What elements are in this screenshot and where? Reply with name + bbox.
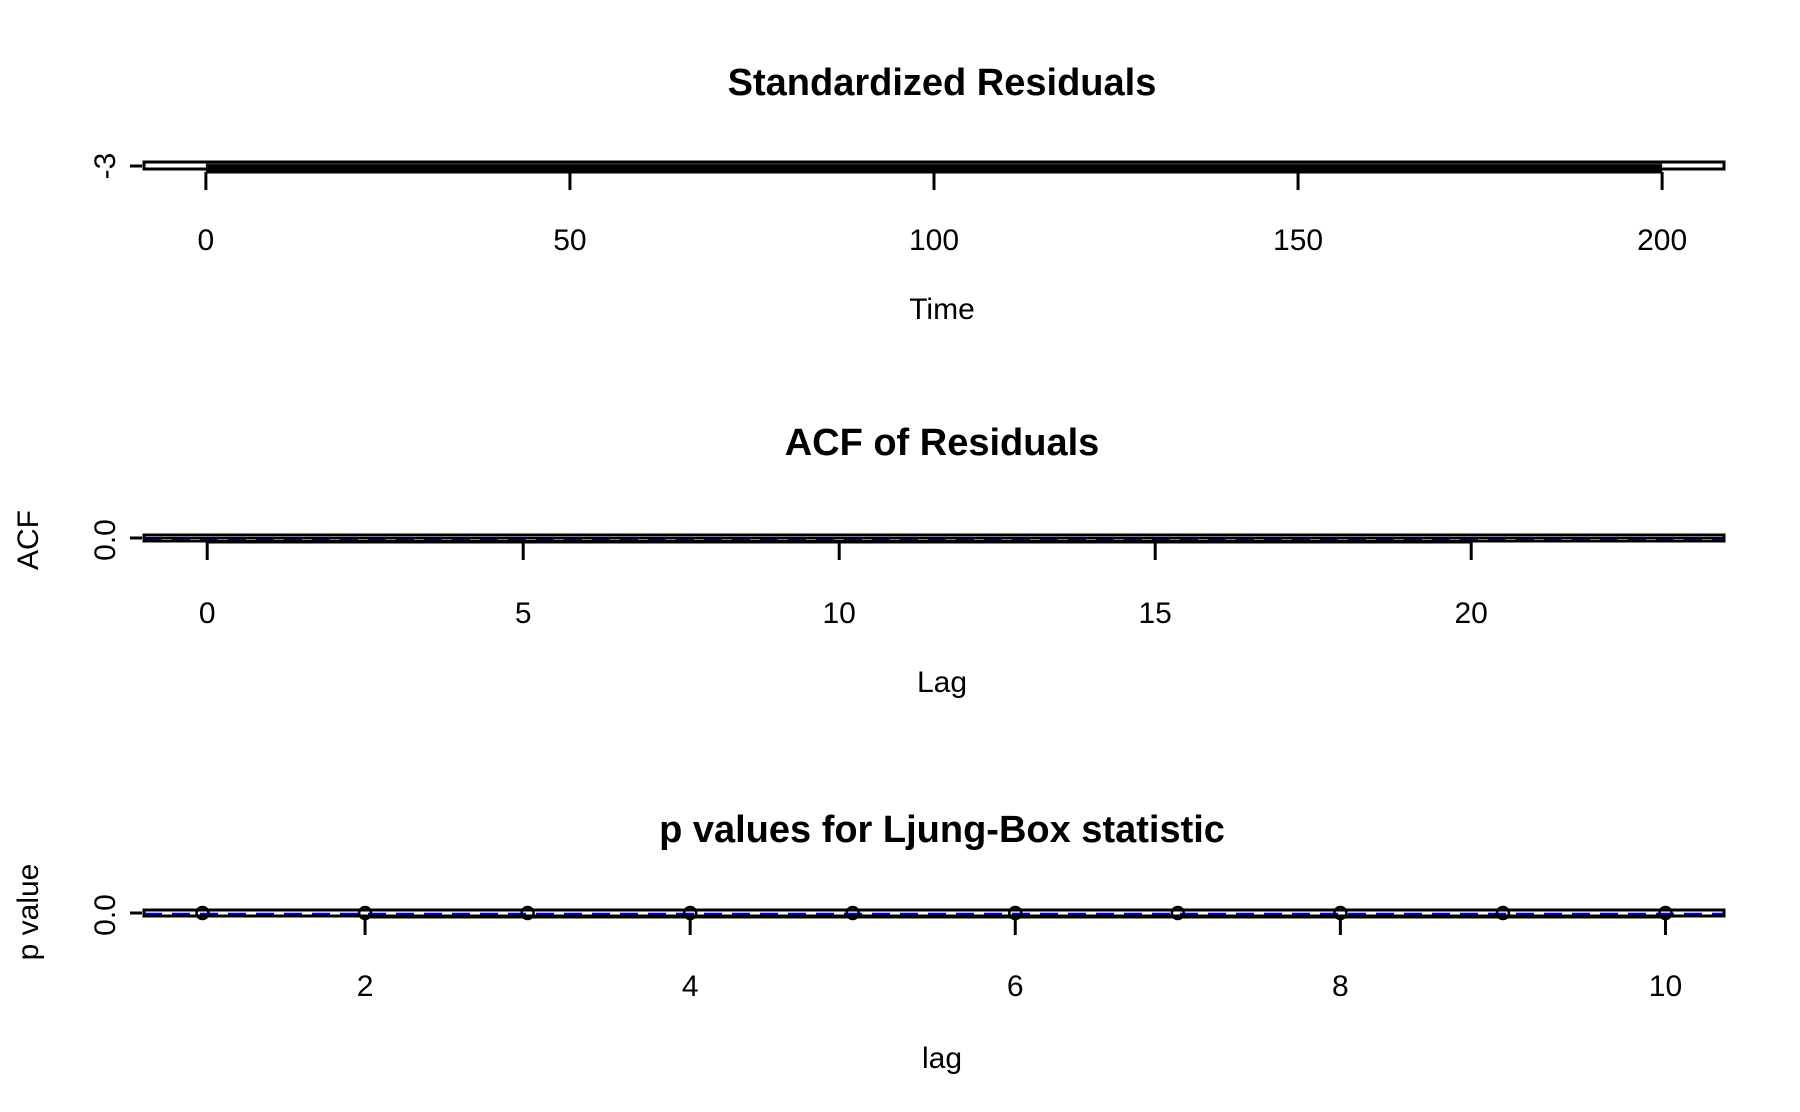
xlabel-lag-ljung: lag — [922, 1042, 962, 1075]
x-axis-ticks-lag-ljung: 2 4 6 8 10 — [357, 915, 1682, 1003]
p-value-point — [195, 905, 210, 921]
p-value-point — [845, 905, 860, 921]
x-tick-label: 50 — [553, 224, 586, 257]
y-tick-label-p-value: 0.0 — [89, 894, 122, 936]
title-acf-of-residuals: ACF of Residuals — [785, 422, 1100, 464]
p-value-point — [520, 905, 535, 921]
title-ljung-box: p values for Ljung-Box statistic — [659, 809, 1225, 851]
y-tick-label-acf: 0.0 — [89, 519, 122, 561]
x-tick-label: 150 — [1273, 224, 1323, 257]
x-tick-label: 4 — [682, 970, 699, 1003]
x-tick-label: 0 — [198, 224, 215, 257]
residual-line-group — [205, 163, 1663, 168]
panel-standardized-residuals: Standardized Residuals Time 0 50 100 150 200… — [89, 62, 1726, 326]
y-tick-label-residuals: -3 — [89, 153, 122, 180]
xlabel-lag: Lag — [917, 666, 967, 699]
x-axis-ticks-time: 0 50 100 150 200 — [198, 170, 1687, 257]
x-tick-label: 10 — [1649, 970, 1682, 1003]
x-tick-label: 15 — [1139, 597, 1172, 630]
acf-marks-group — [144, 537, 1724, 541]
x-tick-label: 20 — [1455, 597, 1488, 630]
ylabel-p-value: p value — [12, 864, 45, 961]
p-value-point — [1170, 905, 1186, 921]
p-value-point — [1495, 905, 1511, 921]
plot-box-standardized-residuals — [142, 160, 1726, 171]
p-value-marks-group — [144, 905, 1724, 921]
x-tick-label: 2 — [357, 970, 374, 1003]
x-tick-label: 100 — [909, 224, 959, 257]
x-tick-label: 5 — [515, 597, 532, 630]
panel-ljung-box: p values for Ljung-Box statistic lag p v… — [12, 809, 1726, 1075]
x-tick-label: 6 — [1007, 970, 1024, 1003]
xlabel-time: Time — [909, 293, 975, 326]
panel-acf-of-residuals: ACF of Residuals Lag ACF 0 5 10 15 20 0.0 — [12, 422, 1726, 699]
x-tick-label: 10 — [823, 597, 856, 630]
ylabel-acf: ACF — [12, 510, 45, 570]
x-tick-label: 200 — [1637, 224, 1687, 257]
x-tick-label: 0 — [199, 597, 216, 630]
x-tick-label: 8 — [1332, 970, 1349, 1003]
x-axis-ticks-lag: 0 5 10 15 20 — [199, 540, 1488, 630]
title-standardized-residuals: Standardized Residuals — [728, 62, 1157, 104]
